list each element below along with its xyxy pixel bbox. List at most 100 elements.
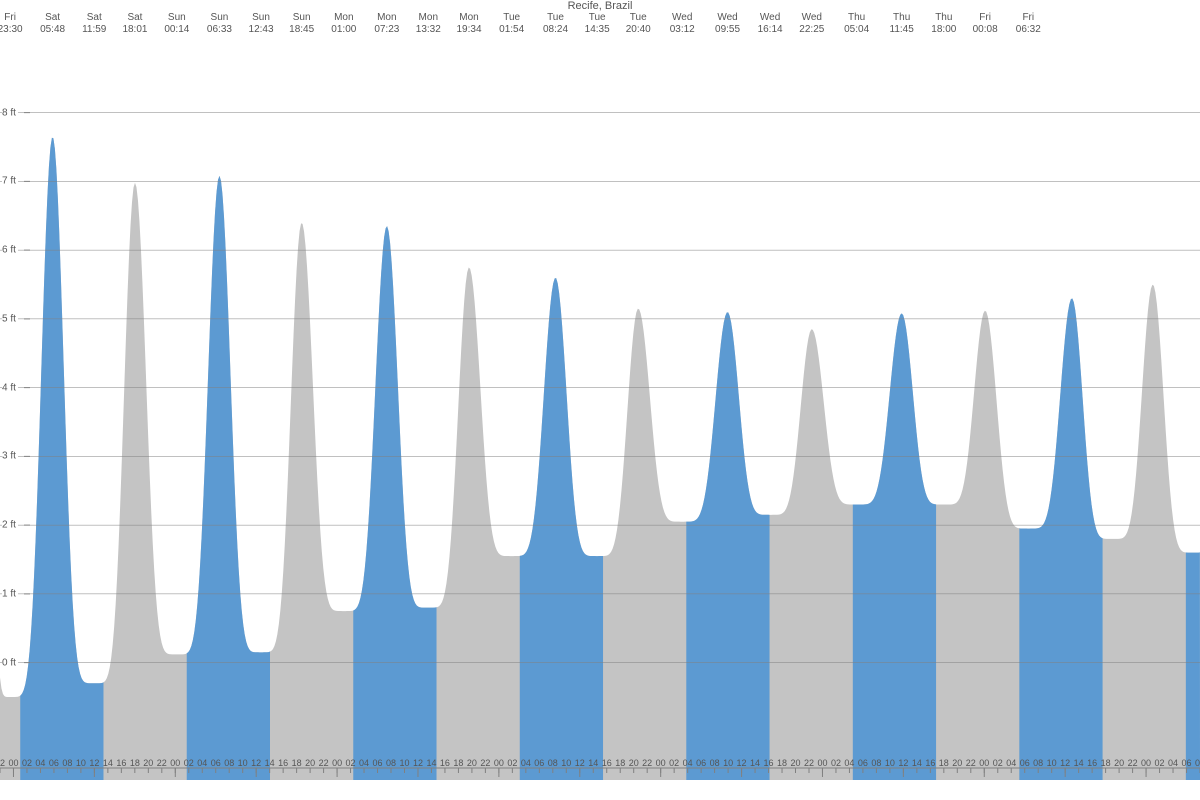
header-event-row: Fri23:30Sat05:48Sat11:59Sat18:01Sun00:14… xyxy=(0,12,1200,42)
x-hour-label: 06 xyxy=(373,758,383,768)
x-hour-label: 02 xyxy=(993,758,1003,768)
x-hour-label: 22 xyxy=(0,758,5,768)
x-hour-label: 20 xyxy=(305,758,315,768)
tide-event-label: Fri23:30 xyxy=(0,12,23,36)
event-time: 07:23 xyxy=(374,24,399,35)
x-hour-label: 08 xyxy=(710,758,720,768)
tide-event-label: Tue20:40 xyxy=(626,12,651,36)
y-tick-label: 2 ft xyxy=(2,520,18,531)
x-hour-label: 10 xyxy=(723,758,733,768)
event-time: 00:14 xyxy=(164,24,189,35)
x-hour-label: 10 xyxy=(238,758,248,768)
x-hour-label: 16 xyxy=(1087,758,1097,768)
event-day: Wed xyxy=(717,12,737,23)
x-hour-label: 08 xyxy=(224,758,234,768)
event-day: Tue xyxy=(547,12,564,23)
x-hour-label: 22 xyxy=(1128,758,1138,768)
event-day: Mon xyxy=(419,12,438,23)
event-day: Sun xyxy=(252,12,270,23)
x-hour-label: 00 xyxy=(979,758,989,768)
event-day: Mon xyxy=(459,12,478,23)
x-hour-label: 02 xyxy=(346,758,356,768)
event-day: Fri xyxy=(1022,12,1034,23)
tide-event-label: Sun00:14 xyxy=(164,12,189,36)
x-hour-label: 08 xyxy=(386,758,396,768)
y-tick-label: 5 ft xyxy=(2,313,18,324)
x-hour-label: 04 xyxy=(359,758,369,768)
x-hour-label: 00 xyxy=(332,758,342,768)
x-hour-label: 22 xyxy=(642,758,652,768)
event-day: Fri xyxy=(979,12,991,23)
event-day: Sun xyxy=(168,12,186,23)
x-hour-label: 06 xyxy=(534,758,544,768)
x-hour-label: 20 xyxy=(467,758,477,768)
x-hour-label: 18 xyxy=(777,758,787,768)
x-hour-label: 02 xyxy=(1155,758,1165,768)
event-day: Sat xyxy=(87,12,102,23)
x-hour-label: 06 xyxy=(211,758,221,768)
x-hour-label: 18 xyxy=(1101,758,1111,768)
tide-event-label: Fri00:08 xyxy=(973,12,998,36)
x-hour-label: 02 xyxy=(22,758,32,768)
event-time: 11:45 xyxy=(890,24,914,35)
x-hour-label: 02 xyxy=(507,758,517,768)
x-hour-label: 02 xyxy=(184,758,194,768)
tide-event-label: Thu05:04 xyxy=(844,12,869,36)
x-hour-label: 20 xyxy=(790,758,800,768)
event-day: Tue xyxy=(630,12,647,23)
event-time: 01:00 xyxy=(331,24,356,35)
x-hour-label: 18 xyxy=(292,758,302,768)
tide-event-label: Sun06:33 xyxy=(207,12,232,36)
x-hour-label: 06 xyxy=(1182,758,1192,768)
event-day: Sat xyxy=(127,12,142,23)
event-time: 18:00 xyxy=(931,24,956,35)
event-time: 06:33 xyxy=(207,24,232,35)
tide-event-label: Wed22:25 xyxy=(799,12,824,36)
x-hour-label: 18 xyxy=(615,758,625,768)
event-day: Sat xyxy=(45,12,60,23)
x-hour-label: 12 xyxy=(737,758,747,768)
x-hour-label: 08 xyxy=(1033,758,1043,768)
x-hour-label: 00 xyxy=(8,758,18,768)
x-hour-label: 00 xyxy=(1141,758,1151,768)
tide-event-label: Mon01:00 xyxy=(331,12,356,36)
y-tick-label: 0 ft xyxy=(2,657,18,668)
x-hour-label: 22 xyxy=(804,758,814,768)
x-hour-label: 20 xyxy=(1114,758,1124,768)
x-hour-label: 20 xyxy=(952,758,962,768)
event-time: 08:24 xyxy=(543,24,568,35)
y-tick-label: 3 ft xyxy=(2,451,18,462)
x-hour-label: 10 xyxy=(885,758,895,768)
tide-event-label: Mon19:34 xyxy=(456,12,481,36)
tide-chart-container: Recife, Brazil Fri23:30Sat05:48Sat11:59S… xyxy=(0,0,1200,800)
event-day: Wed xyxy=(672,12,692,23)
x-hour-label: 22 xyxy=(157,758,167,768)
x-hour-label: 08 xyxy=(871,758,881,768)
x-hour-label: 14 xyxy=(912,758,922,768)
x-hour-label: 10 xyxy=(399,758,409,768)
event-time: 22:25 xyxy=(799,24,824,35)
event-time: 12:43 xyxy=(249,24,274,35)
x-hour-label: 20 xyxy=(629,758,639,768)
event-time: 05:48 xyxy=(40,24,65,35)
x-hour-label: 06 xyxy=(49,758,59,768)
x-hour-label: 00 xyxy=(494,758,504,768)
tide-event-label: Sat18:01 xyxy=(122,12,147,36)
event-time: 06:32 xyxy=(1016,24,1041,35)
tide-event-label: Tue08:24 xyxy=(543,12,568,36)
x-hour-label: 12 xyxy=(413,758,423,768)
plot-area: 0 ft1 ft2 ft3 ft4 ft5 ft6 ft7 ft8 ft2200… xyxy=(0,42,1200,780)
tide-event-label: Wed09:55 xyxy=(715,12,740,36)
x-hour-label: 04 xyxy=(197,758,207,768)
y-tick-label: 8 ft xyxy=(2,107,18,118)
event-time: 18:45 xyxy=(289,24,314,35)
event-day: Thu xyxy=(893,12,910,23)
tide-event-label: Mon07:23 xyxy=(374,12,399,36)
event-day: Thu xyxy=(935,12,952,23)
event-time: 01:54 xyxy=(499,24,524,35)
event-time: 05:04 xyxy=(844,24,869,35)
x-hour-label: 04 xyxy=(1006,758,1016,768)
x-hour-label: 02 xyxy=(669,758,679,768)
tide-event-label: Wed03:12 xyxy=(670,12,695,36)
tide-event-label: Mon13:32 xyxy=(416,12,441,36)
